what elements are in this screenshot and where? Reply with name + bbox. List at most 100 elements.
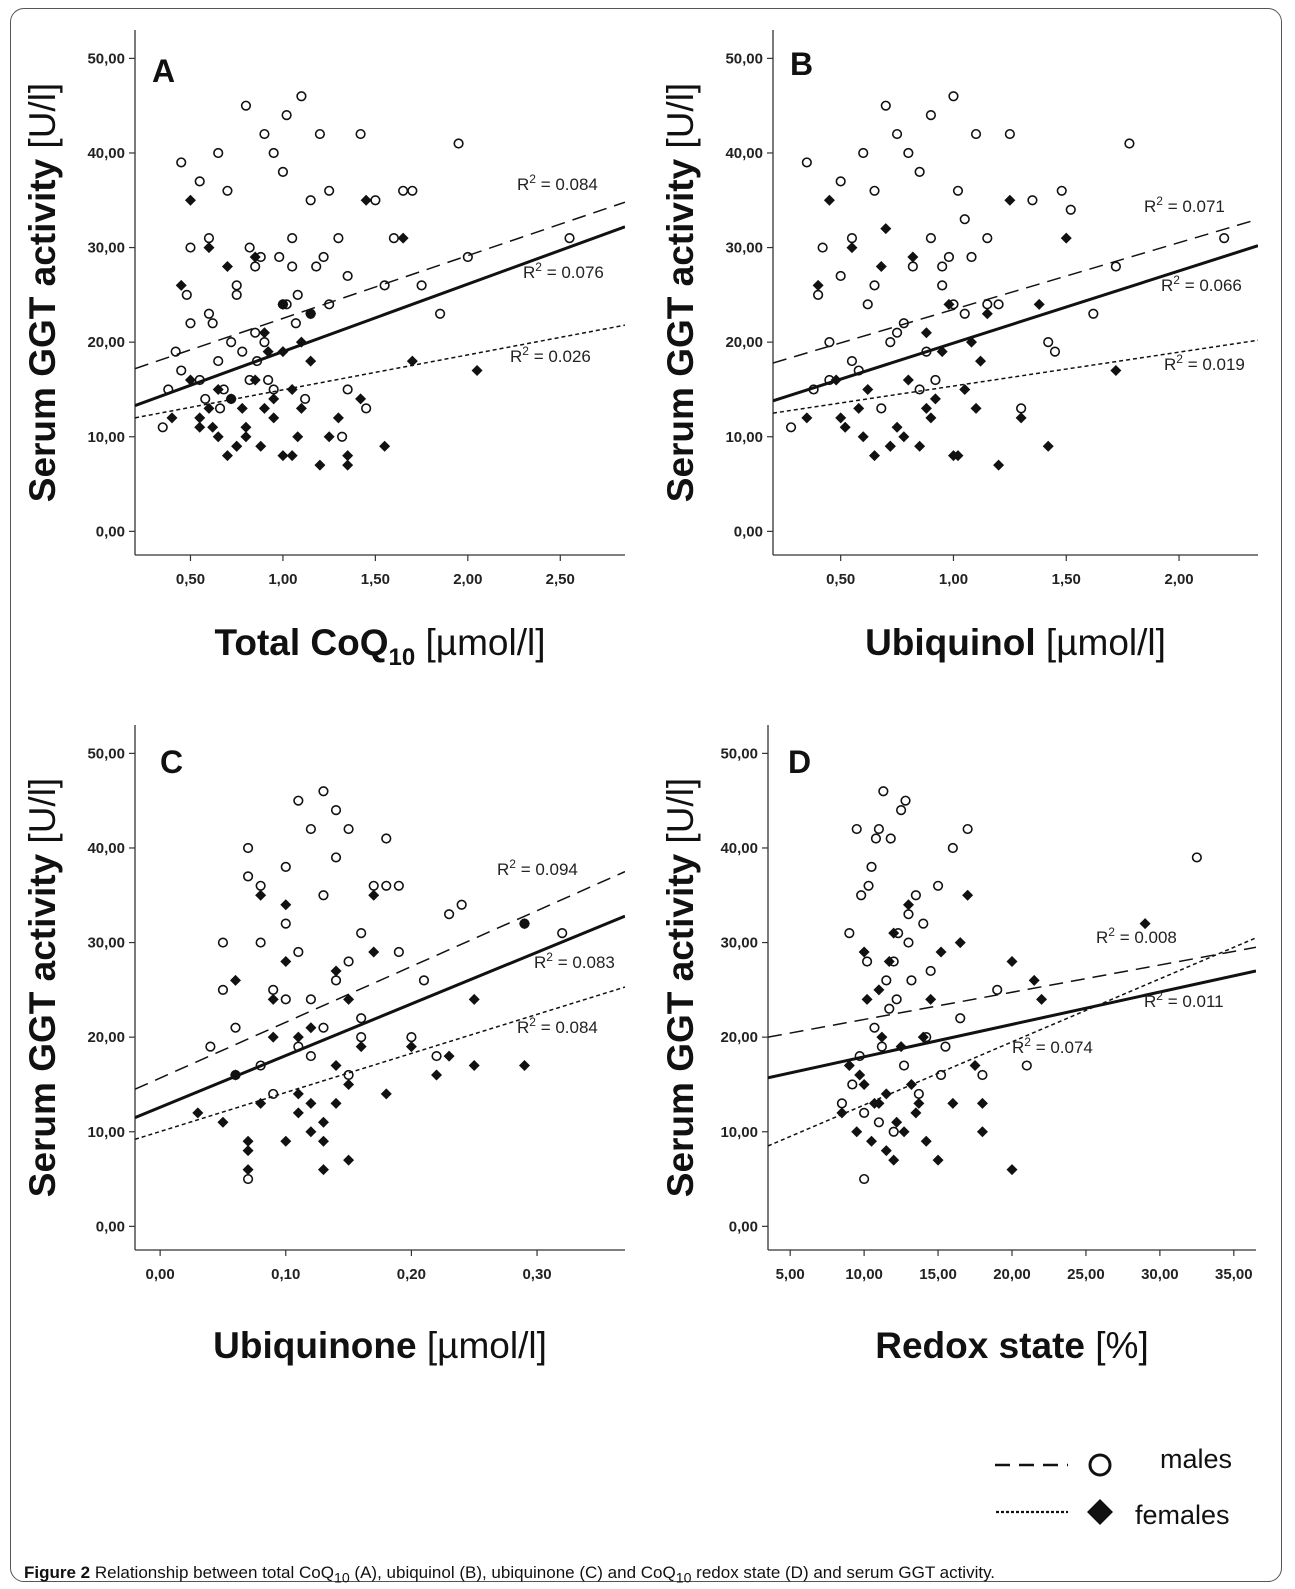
female-point bbox=[305, 1097, 317, 1109]
male-point bbox=[962, 823, 973, 835]
male-point bbox=[200, 393, 211, 405]
male-point bbox=[268, 984, 279, 995]
y-tick-label: 30,00 bbox=[87, 240, 125, 257]
y-axis-label-text: Serum GGT activity bbox=[660, 844, 701, 1198]
male-point bbox=[277, 166, 289, 177]
male-point bbox=[869, 185, 880, 196]
female-point bbox=[295, 402, 307, 414]
x-axis-label-unit: [µmol/l] bbox=[1046, 622, 1166, 663]
male-point bbox=[1049, 346, 1061, 357]
female-point bbox=[203, 242, 215, 254]
male-point bbox=[255, 937, 266, 948]
male-point bbox=[330, 975, 342, 986]
r-squared-label: R2 = 0.019 bbox=[1164, 352, 1245, 374]
female-point bbox=[869, 450, 881, 462]
y-axis-label: Serum GGT activity [U/l] bbox=[660, 83, 701, 502]
male-point bbox=[268, 147, 279, 159]
male-point bbox=[255, 251, 266, 263]
male-point bbox=[444, 909, 455, 920]
x-tick-label: 0,00 bbox=[146, 1266, 175, 1283]
male-point bbox=[914, 384, 925, 395]
x-axis-label-text: Total CoQ bbox=[215, 622, 389, 663]
female-point bbox=[868, 1097, 880, 1109]
fit-line-females bbox=[135, 986, 625, 1141]
male-point bbox=[1056, 185, 1067, 196]
x-tick-label: 30,00 bbox=[1141, 1266, 1179, 1283]
y-tick-label: 40,00 bbox=[720, 840, 758, 857]
male-point bbox=[943, 251, 955, 263]
female-point bbox=[959, 383, 971, 395]
male-point bbox=[970, 128, 982, 140]
female-point bbox=[976, 1097, 988, 1109]
female-point bbox=[518, 1060, 530, 1072]
male-point bbox=[801, 157, 812, 168]
male-point bbox=[1004, 128, 1015, 140]
female-point bbox=[207, 421, 219, 433]
male-point bbox=[847, 1079, 858, 1090]
caption-sub-1: 10 bbox=[333, 1570, 350, 1587]
female-point bbox=[280, 899, 292, 911]
female-point bbox=[280, 955, 292, 967]
male-point bbox=[381, 833, 392, 844]
y-tick-label: 10,00 bbox=[725, 429, 763, 446]
fit-line-males bbox=[773, 218, 1258, 364]
female-point bbox=[317, 1116, 329, 1128]
x-axis-label: Redox state [%] bbox=[875, 1325, 1148, 1366]
female-point bbox=[286, 450, 298, 462]
r-squared-label-text: R bbox=[510, 347, 522, 366]
female-point bbox=[981, 308, 993, 320]
female-point bbox=[866, 1135, 878, 1147]
r-squared-label-value: = 0.019 bbox=[1183, 355, 1245, 374]
male-point bbox=[170, 346, 181, 357]
female-point bbox=[917, 1031, 929, 1043]
x-axis-label-spacer bbox=[1085, 1325, 1095, 1366]
x-tick-label: 0,50 bbox=[826, 571, 855, 588]
female-point bbox=[305, 1022, 317, 1034]
male-point bbox=[948, 91, 959, 102]
male-point bbox=[330, 852, 342, 863]
caption-text-2: (A), ubiquinol (B), ubiquinone (C) and C… bbox=[349, 1563, 676, 1582]
female-point bbox=[317, 1164, 329, 1176]
male-point bbox=[977, 1069, 988, 1081]
male-point bbox=[342, 384, 353, 395]
male-point bbox=[281, 299, 292, 310]
female-point bbox=[368, 946, 380, 958]
y-tick-label: 0,00 bbox=[734, 523, 763, 540]
r-squared-label-value: = 0.076 bbox=[542, 263, 604, 282]
female-point bbox=[962, 889, 974, 901]
male-point bbox=[318, 786, 329, 797]
panel-letter: D bbox=[788, 744, 811, 780]
male-point bbox=[1016, 403, 1027, 414]
x-tick-label: 2,00 bbox=[1164, 571, 1193, 588]
female-point bbox=[861, 993, 873, 1005]
male-point bbox=[903, 147, 914, 159]
male-point bbox=[250, 327, 261, 338]
y-tick-label: 50,00 bbox=[87, 50, 125, 67]
male-point bbox=[293, 795, 304, 806]
male-point bbox=[824, 337, 835, 348]
female-point bbox=[249, 251, 261, 263]
male-point bbox=[205, 1041, 216, 1052]
female-point bbox=[902, 899, 914, 911]
female-point bbox=[192, 1107, 204, 1119]
y-tick-label: 20,00 bbox=[725, 334, 763, 351]
male-point bbox=[891, 994, 902, 1005]
male-point bbox=[259, 128, 270, 140]
r-squared-label-sup: 2 bbox=[1176, 352, 1183, 366]
female-point bbox=[443, 1050, 455, 1062]
female-point bbox=[823, 194, 835, 206]
y-tick-label: 30,00 bbox=[725, 240, 763, 257]
male-point bbox=[293, 946, 304, 958]
male-point bbox=[318, 890, 329, 901]
male-point bbox=[993, 299, 1004, 310]
male-point bbox=[381, 880, 392, 891]
x-axis-label: Total CoQ10 [µmol/l] bbox=[215, 622, 546, 671]
x-tick-label: 0,20 bbox=[397, 1266, 426, 1283]
female-point bbox=[875, 260, 887, 272]
male-point bbox=[431, 1050, 442, 1062]
female-point bbox=[969, 1060, 981, 1072]
male-point bbox=[244, 242, 255, 253]
female-point bbox=[343, 1154, 355, 1166]
male-point bbox=[280, 918, 291, 929]
male-point bbox=[333, 233, 344, 244]
